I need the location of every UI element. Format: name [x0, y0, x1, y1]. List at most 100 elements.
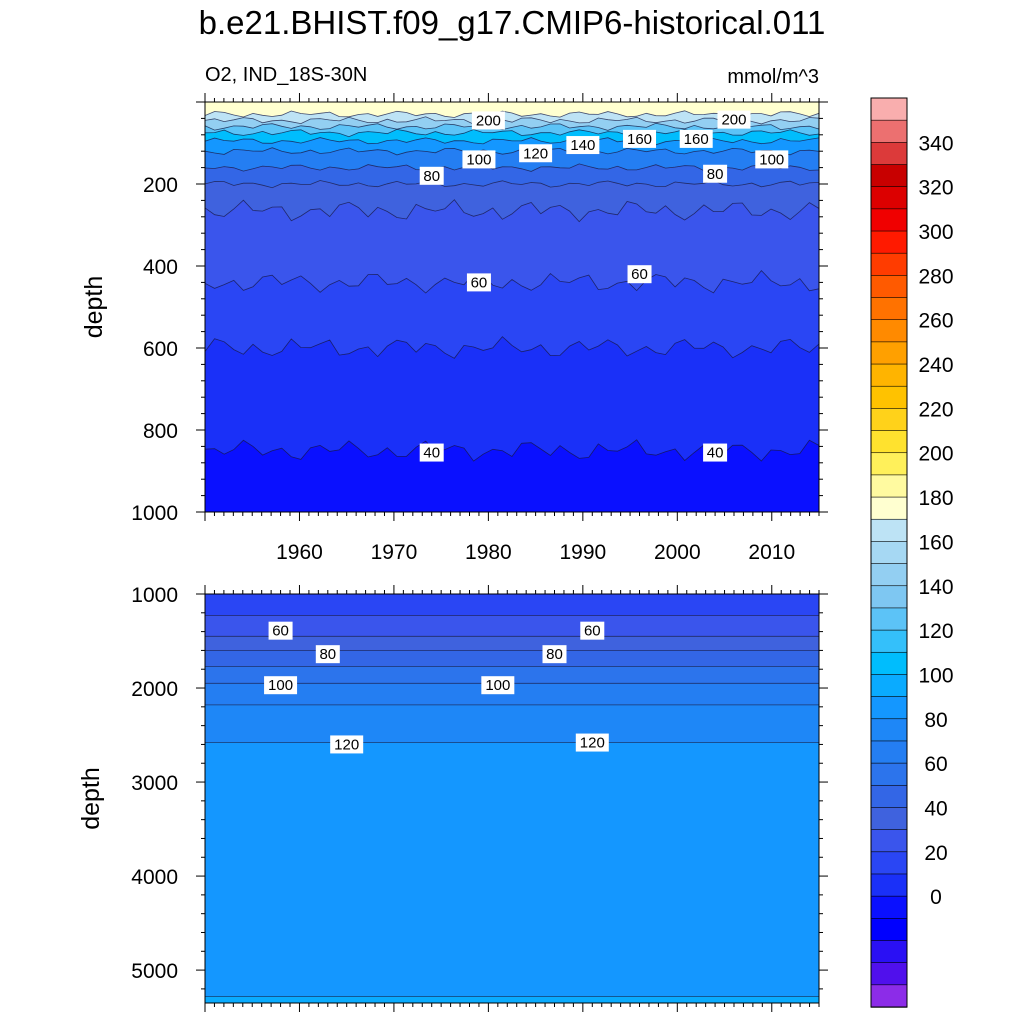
contour-band	[205, 594, 819, 616]
colorbar-label: 280	[918, 265, 953, 288]
contour-label: 60	[580, 621, 605, 640]
contour-label: 100	[462, 150, 496, 169]
colorbar-swatch	[870, 762, 908, 786]
contour-line	[205, 128, 819, 138]
contour-line	[205, 199, 819, 223]
svg-text:100: 100	[759, 151, 784, 168]
contour-label: 200	[717, 110, 751, 129]
colorbar-swatch	[870, 275, 908, 299]
svg-text:120: 120	[523, 145, 548, 162]
colorbar-label: 220	[918, 398, 953, 421]
svg-text:120: 120	[334, 736, 359, 753]
contour-band	[205, 636, 819, 651]
colorbar-swatch	[870, 940, 908, 964]
colorbar: 3403203002802602402202001801601401201008…	[870, 97, 954, 1008]
colorbar-label: 340	[918, 132, 953, 155]
colorbar-swatch	[870, 718, 908, 742]
colorbar-swatch	[870, 696, 908, 720]
colorbar-swatch	[870, 807, 908, 831]
colorbar-label: 80	[924, 709, 947, 732]
colorbar-swatch	[870, 541, 908, 565]
svg-text:100: 100	[485, 677, 510, 694]
contour-label: 120	[575, 733, 609, 752]
colorbar-label: 300	[918, 221, 953, 244]
colorbar-label: 260	[918, 310, 953, 333]
svg-text:80: 80	[319, 646, 336, 663]
svg-text:40: 40	[423, 445, 440, 462]
colorbar-swatch	[870, 585, 908, 609]
contour-label: 40	[419, 443, 444, 462]
colorbar-swatch	[870, 740, 908, 764]
contour-line	[205, 116, 819, 125]
contour-band	[205, 650, 819, 667]
contour-label: 160	[679, 129, 713, 148]
x-tick-label: 1970	[371, 541, 418, 564]
contour-line	[205, 336, 819, 359]
colorbar-swatch	[870, 385, 908, 410]
contour-line	[205, 122, 819, 131]
colorbar-label: 120	[918, 620, 953, 643]
contour-label: 140	[566, 136, 600, 155]
contour-label: 120	[330, 735, 364, 754]
colorbar-label: 180	[918, 487, 953, 510]
colorbar-swatch	[870, 474, 908, 498]
svg-text:40: 40	[707, 445, 724, 462]
colorbar-swatch	[870, 518, 908, 543]
contour-band	[205, 615, 819, 637]
colorbar-swatch	[870, 496, 908, 520]
colorbar-swatch	[870, 142, 908, 166]
contour-label: 80	[419, 166, 444, 185]
colorbar-swatch	[870, 984, 908, 1008]
svg-text:80: 80	[707, 166, 724, 183]
colorbar-label: 240	[918, 354, 953, 377]
colorbar-swatch	[870, 252, 908, 277]
y-tick-label: 4000	[131, 866, 178, 889]
y-tick-label: 400	[143, 256, 178, 279]
y-tick-label: 3000	[131, 772, 178, 795]
y-tick-label: 800	[143, 420, 178, 443]
contour-label: 100	[264, 676, 298, 695]
contour-label: 60	[268, 621, 293, 640]
svg-text:100: 100	[268, 677, 293, 694]
y-tick-label: 1000	[131, 502, 178, 525]
colorbar-label: 0	[930, 886, 942, 909]
colorbar-label: 60	[924, 753, 947, 776]
svg-text:80: 80	[423, 168, 440, 185]
chart-title: b.e21.BHIST.f09_g17.CMIP6-historical.011	[198, 4, 826, 41]
y-tick-label: 1000	[131, 584, 178, 607]
svg-text:120: 120	[580, 735, 605, 752]
contour-line	[205, 110, 819, 119]
contour-label: 60	[627, 265, 652, 284]
colorbar-swatch	[870, 607, 908, 631]
colorbar-swatch	[870, 164, 908, 188]
x-tick-label: 1960	[276, 541, 323, 564]
svg-text:200: 200	[721, 112, 746, 129]
svg-text:160: 160	[627, 131, 652, 148]
colorbar-label: 320	[918, 177, 953, 200]
colorbar-swatch	[870, 363, 908, 387]
contour-label: 40	[703, 443, 728, 462]
y-tick-label: 2000	[131, 678, 178, 701]
colorbar-swatch	[870, 674, 908, 698]
colorbar-swatch	[870, 629, 908, 653]
colorbar-swatch	[870, 452, 908, 476]
x-tick-label: 2010	[748, 541, 795, 564]
colorbar-swatch	[870, 186, 908, 210]
contour-label: 100	[755, 150, 789, 169]
colorbar-swatch	[870, 918, 908, 942]
colorbar-label: 160	[918, 531, 953, 554]
contour-band	[205, 996, 819, 1003]
x-tick-label: 1980	[465, 541, 512, 564]
colorbar-swatch	[870, 408, 908, 432]
x-tick-label: 1990	[559, 541, 606, 564]
svg-text:60: 60	[471, 274, 488, 291]
colorbar-swatch	[870, 208, 908, 232]
colorbar-swatch	[870, 829, 908, 853]
svg-text:60: 60	[584, 623, 601, 640]
colorbar-swatch	[870, 319, 908, 343]
contour-label: 80	[542, 645, 567, 664]
contour-label: 80	[703, 164, 728, 183]
svg-text:200: 200	[476, 112, 501, 129]
contour-label: 60	[466, 273, 491, 292]
